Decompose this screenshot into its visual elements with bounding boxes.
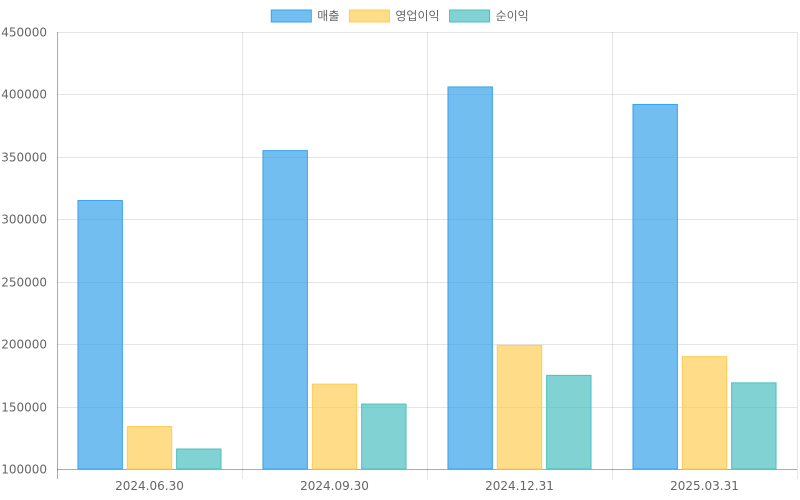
grid-layer: [57, 32, 798, 479]
bar-2-1[interactable]: [126, 426, 173, 470]
y-tick-label: 100000: [1, 463, 47, 477]
x-tick-label: 2025.03.31: [670, 479, 739, 493]
ticks-layer: 100000 150000 200000 250000 300000 350000 4000…: [1, 26, 739, 494]
bar-1-4[interactable]: [632, 103, 678, 470]
legend-swatch: [449, 9, 491, 23]
x-tick-label: 2024.09.30: [300, 479, 369, 493]
bar-3-2[interactable]: [361, 403, 407, 470]
legend-item-2[interactable]: 영업이익: [348, 9, 440, 23]
bar-1-3[interactable]: [447, 86, 493, 470]
y-tick-label: 300000: [1, 213, 47, 227]
y-tick-label: 250000: [1, 276, 47, 290]
legend-item-1[interactable]: 매출: [270, 9, 339, 23]
bar-2-3[interactable]: [496, 344, 543, 470]
legend-label: 순이익: [496, 9, 529, 23]
bar-3-3[interactable]: [546, 374, 592, 470]
legend-swatch: [270, 9, 312, 23]
bar-1-1[interactable]: [77, 200, 123, 470]
x-tick-label: 2024.06.30: [115, 479, 184, 493]
bar-2-2[interactable]: [311, 383, 358, 470]
legend-swatch: [348, 9, 390, 23]
x-tick-label: 2024.12.31: [485, 479, 554, 493]
bar-3-1[interactable]: [176, 448, 222, 470]
legend-label: 영업이익: [395, 9, 439, 23]
y-tick-label: 450000: [1, 26, 47, 40]
axis-layer: [57, 32, 797, 479]
y-tick-label: 350000: [1, 151, 47, 165]
legend-item-3[interactable]: 순이익: [449, 9, 529, 23]
bar-2-4[interactable]: [681, 356, 728, 470]
legend[interactable]: 매출 영업이익 순이익: [270, 9, 529, 23]
y-tick-label: 400000: [1, 88, 47, 102]
y-tick-label: 200000: [1, 338, 47, 352]
bars-layer: [77, 86, 777, 470]
bar-3-4[interactable]: [731, 382, 777, 470]
legend-label: 매출: [317, 9, 339, 23]
bar-1-2[interactable]: [262, 150, 308, 470]
y-tick-label: 150000: [1, 401, 47, 415]
